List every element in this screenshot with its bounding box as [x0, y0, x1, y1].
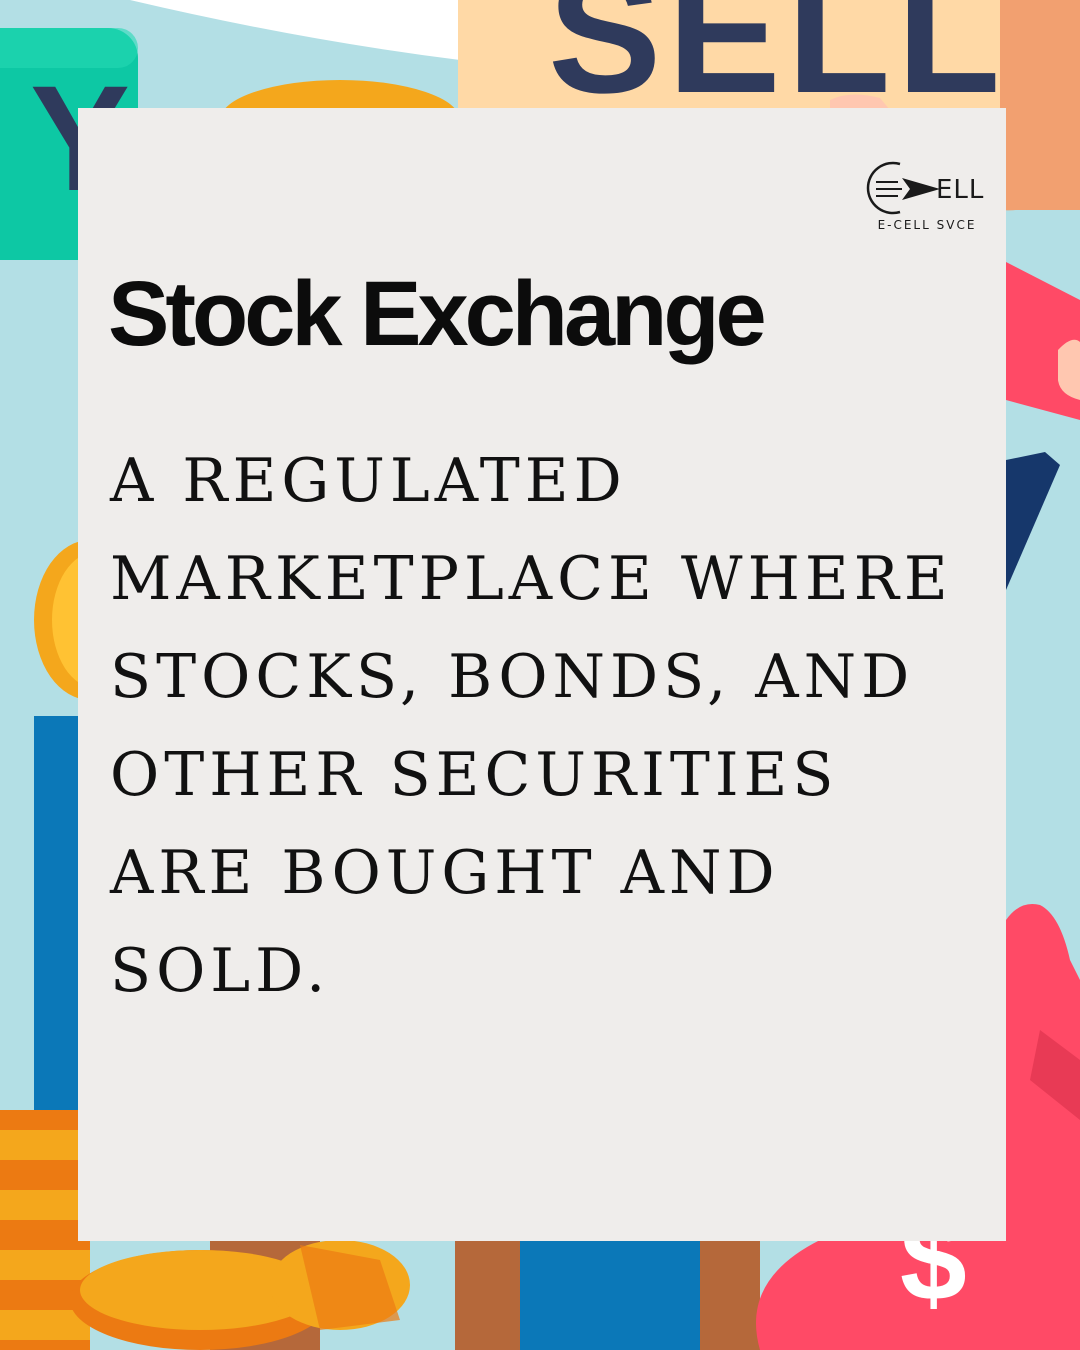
info-card: ELL E-CELL SVCE Stock Exchange A regulat…	[78, 108, 1006, 1241]
coin-stack	[0, 1110, 410, 1350]
logo-caption: E-CELL SVCE	[877, 218, 977, 232]
definition-text: A regulated marketplace where stocks, bo…	[110, 446, 953, 1006]
ecell-logo-icon: ELL	[866, 161, 984, 215]
logo-mark-text: ELL	[936, 175, 984, 205]
page-title: Stock Exchange	[108, 263, 767, 365]
sell-sign-letters: SELL	[548, 0, 1006, 129]
